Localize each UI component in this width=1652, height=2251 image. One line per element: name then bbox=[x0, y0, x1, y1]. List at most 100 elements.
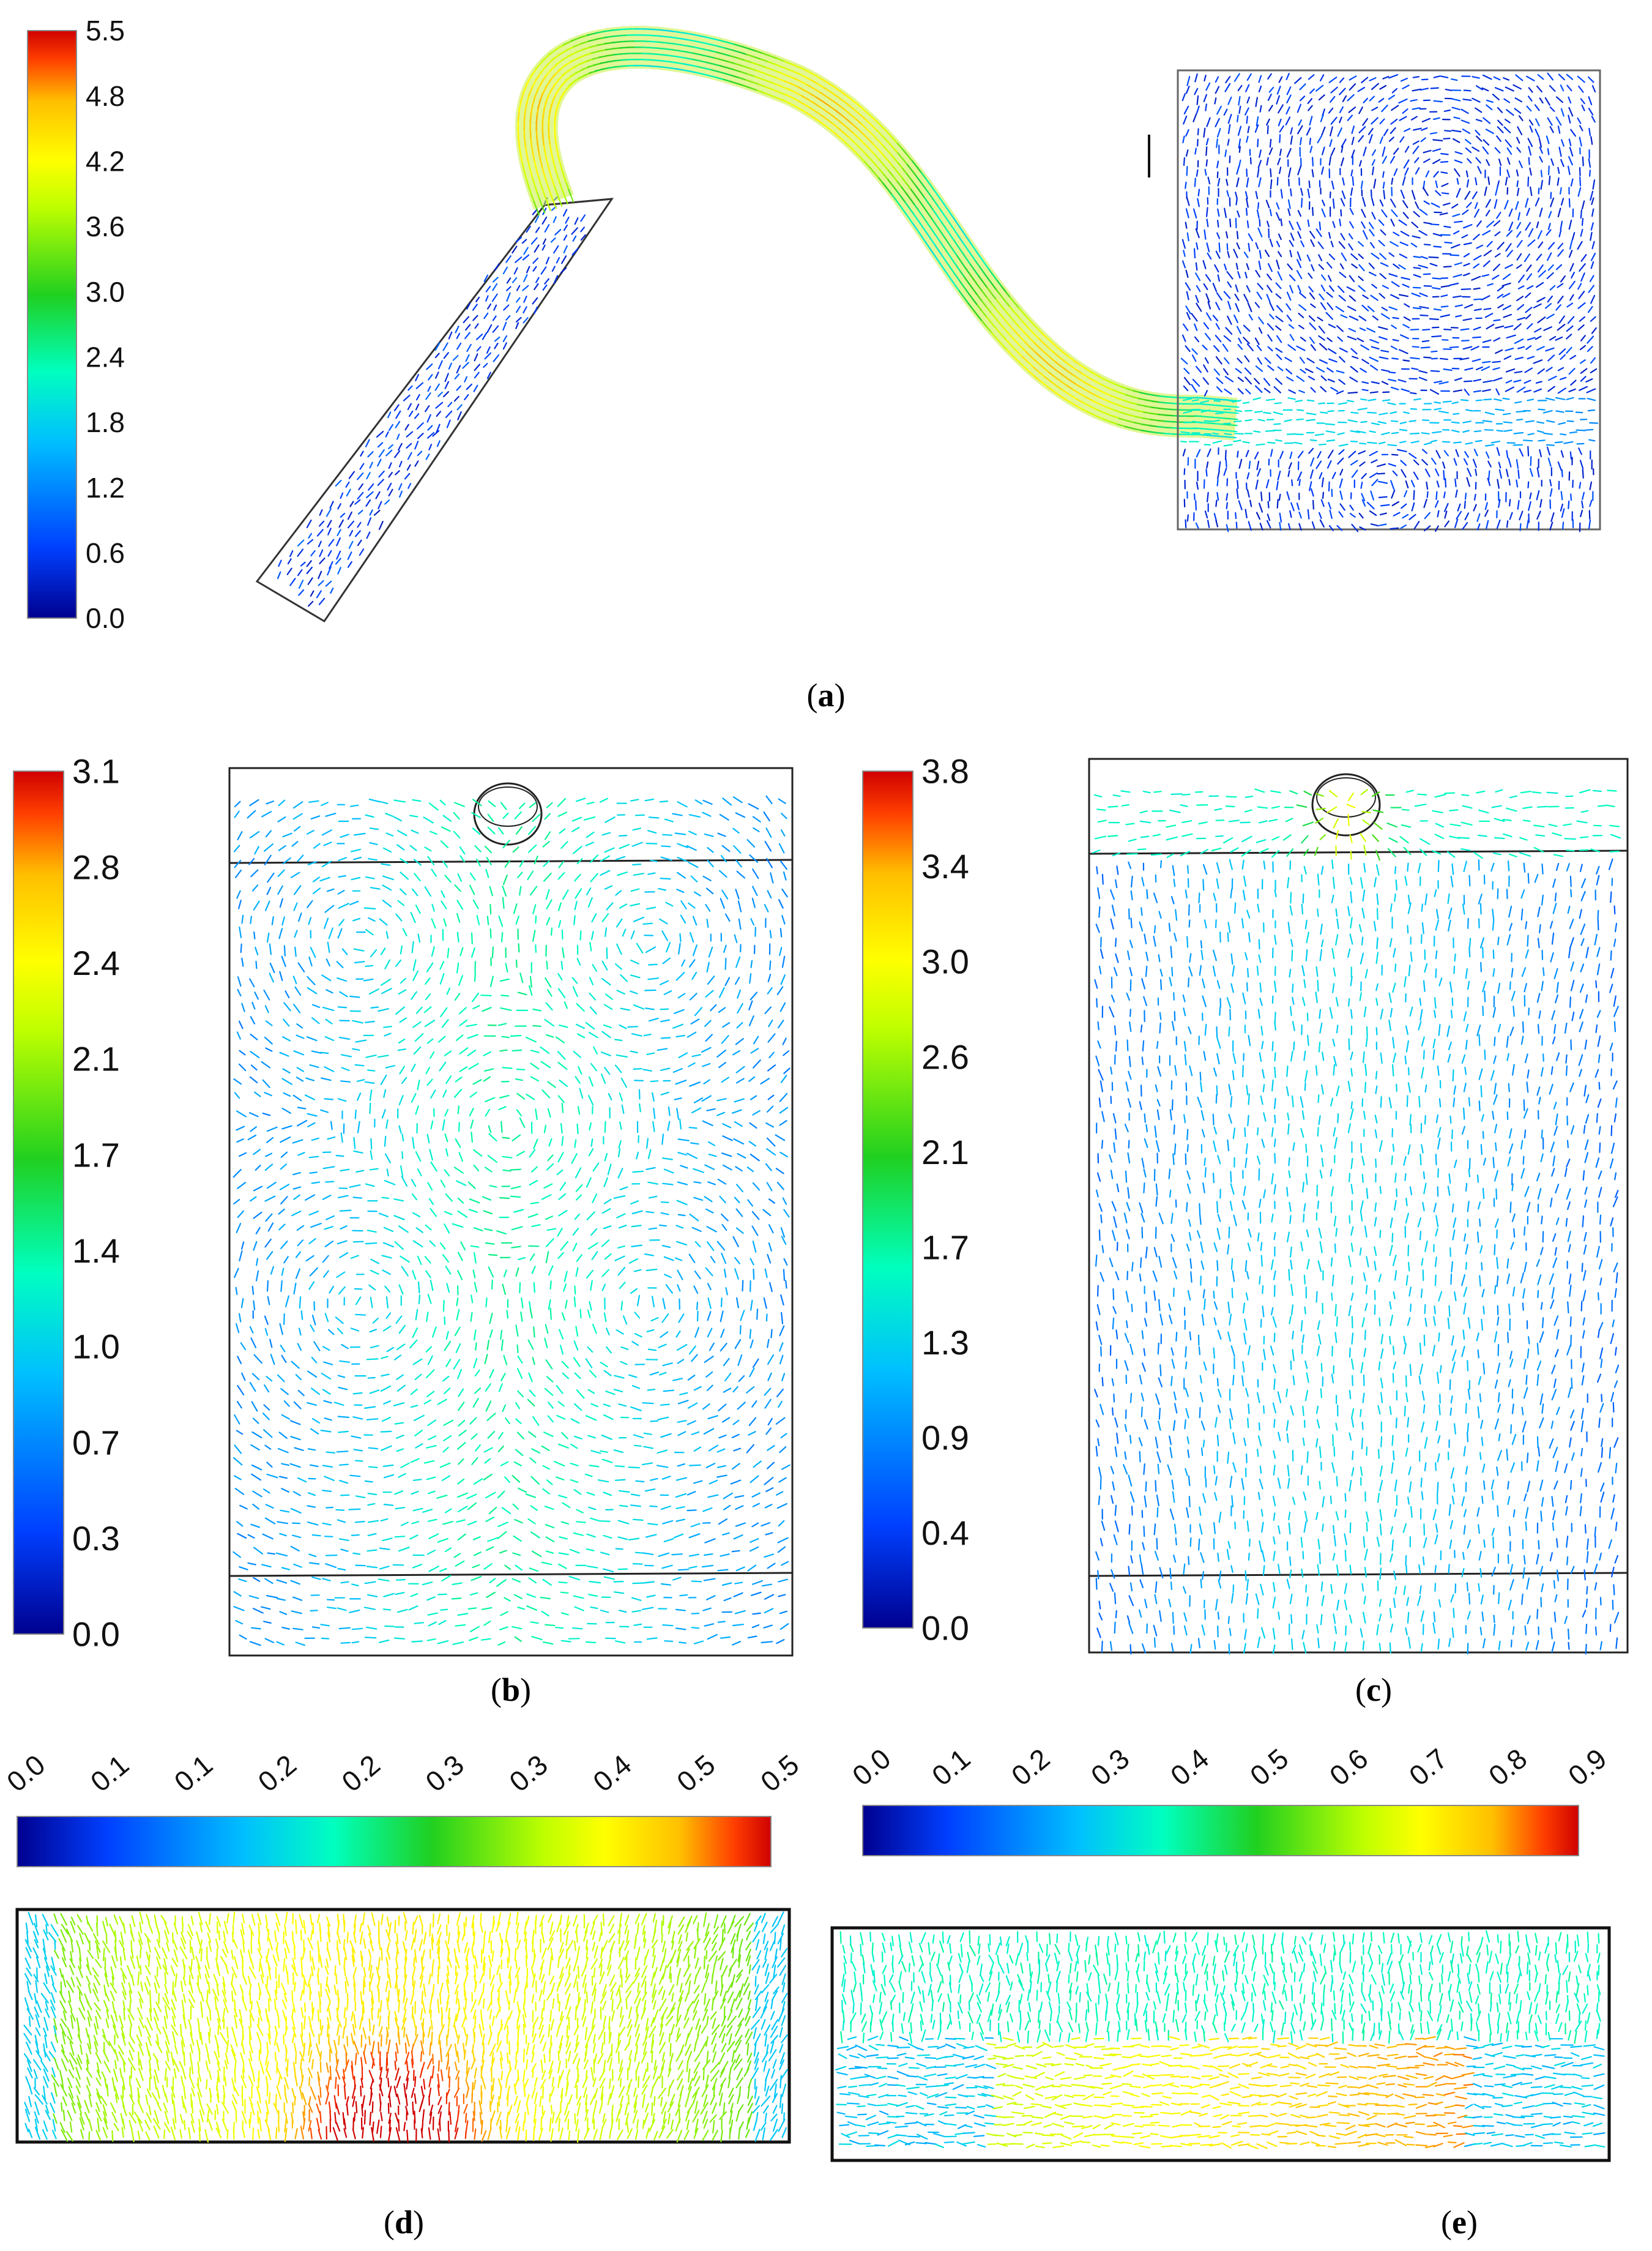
velocity-vector bbox=[551, 266, 556, 272]
velocity-vector bbox=[384, 1179, 396, 1185]
velocity-vector bbox=[678, 1313, 685, 1323]
velocity-vector bbox=[1434, 408, 1442, 411]
velocity-vector bbox=[1588, 96, 1593, 105]
velocity-vector bbox=[1398, 349, 1408, 354]
velocity-vector bbox=[644, 1253, 654, 1256]
velocity-vector bbox=[750, 1339, 754, 1349]
velocity-vector bbox=[693, 1196, 704, 1201]
velocity-vector bbox=[1431, 335, 1442, 338]
velocity-vector bbox=[239, 1504, 248, 1510]
velocity-vector bbox=[532, 1008, 541, 1012]
velocity-vector bbox=[1266, 294, 1271, 303]
velocity-vector bbox=[675, 1493, 687, 1498]
velocity-vector bbox=[322, 1007, 335, 1012]
velocity-vector bbox=[562, 209, 568, 217]
velocity-vector bbox=[574, 1139, 577, 1148]
velocity-vector bbox=[300, 561, 306, 567]
velocity-vector bbox=[646, 906, 657, 910]
velocity-vector bbox=[427, 386, 431, 392]
velocity-vector bbox=[1340, 157, 1344, 166]
velocity-vector bbox=[236, 1223, 242, 1233]
velocity-vector bbox=[1501, 282, 1511, 287]
velocity-vector bbox=[426, 1391, 435, 1398]
velocity-vector bbox=[1475, 366, 1483, 371]
velocity-vector bbox=[586, 801, 595, 805]
velocity-vector bbox=[499, 1550, 507, 1554]
velocity-vector bbox=[1237, 450, 1239, 458]
velocity-vector bbox=[307, 1402, 318, 1406]
velocity-vector bbox=[1557, 296, 1564, 304]
velocity-vector bbox=[393, 1198, 404, 1202]
velocity-vector bbox=[1430, 87, 1439, 89]
velocity-vector bbox=[1256, 443, 1265, 446]
velocity-vector bbox=[1245, 272, 1248, 278]
velocity-vector bbox=[353, 1150, 363, 1154]
velocity-vector bbox=[574, 1372, 581, 1379]
velocity-vector bbox=[641, 1462, 653, 1466]
velocity-vector bbox=[1196, 242, 1199, 250]
velocity-vector bbox=[1348, 106, 1356, 113]
velocity-vector bbox=[506, 286, 512, 291]
velocity-vector bbox=[571, 826, 580, 832]
velocity-vector bbox=[1430, 223, 1440, 226]
velocity-vector bbox=[1328, 232, 1331, 239]
velocity-vector bbox=[1525, 292, 1531, 299]
velocity-vector bbox=[1496, 447, 1500, 457]
velocity-vector bbox=[401, 1151, 404, 1160]
velocity-vector bbox=[1579, 386, 1588, 391]
velocity-vector bbox=[1475, 130, 1481, 136]
velocity-vector bbox=[1235, 284, 1239, 293]
velocity-vector bbox=[395, 1006, 405, 1015]
velocity-vector bbox=[1453, 220, 1463, 223]
velocity-vector bbox=[1248, 521, 1252, 531]
velocity-vector bbox=[1378, 98, 1385, 103]
velocity-vector bbox=[1216, 128, 1221, 138]
velocity-vector bbox=[1212, 283, 1218, 293]
velocity-vector bbox=[643, 1446, 654, 1449]
velocity-vector bbox=[485, 1517, 495, 1523]
velocity-vector bbox=[1287, 199, 1291, 209]
velocity-vector bbox=[1527, 356, 1535, 360]
velocity-vector bbox=[385, 1065, 395, 1069]
velocity-vector bbox=[735, 1066, 745, 1073]
velocity-vector bbox=[1369, 77, 1377, 81]
velocity-vector bbox=[325, 580, 332, 587]
velocity-vector bbox=[235, 869, 242, 878]
velocity-vector bbox=[1422, 187, 1429, 196]
velocity-vector bbox=[1409, 392, 1417, 395]
velocity-vector bbox=[675, 1477, 688, 1481]
velocity-vector bbox=[1300, 137, 1302, 146]
velocity-vector bbox=[1393, 147, 1399, 155]
velocity-vector bbox=[527, 844, 537, 853]
velocity-vector bbox=[1560, 84, 1565, 92]
velocity-vector bbox=[1559, 376, 1567, 381]
velocity-vector bbox=[517, 991, 527, 996]
velocity-vector bbox=[1328, 275, 1332, 282]
velocity-vector bbox=[458, 1388, 464, 1397]
velocity-vector bbox=[560, 960, 564, 970]
velocity-vector bbox=[1473, 255, 1482, 261]
velocity-vector bbox=[442, 1521, 453, 1525]
velocity-vector bbox=[349, 804, 359, 807]
velocity-vector bbox=[1382, 391, 1390, 394]
velocity-vector bbox=[1496, 430, 1503, 432]
velocity-vector bbox=[398, 989, 407, 995]
velocity-vector bbox=[1340, 314, 1348, 319]
velocity-vector bbox=[1196, 105, 1200, 114]
velocity-vector bbox=[336, 537, 341, 547]
velocity-vector bbox=[707, 1283, 712, 1291]
velocity-vector bbox=[1202, 259, 1207, 269]
velocity-vector bbox=[667, 1121, 671, 1132]
velocity-vector bbox=[1257, 316, 1264, 324]
velocity-vector bbox=[1484, 509, 1489, 517]
velocity-vector bbox=[1224, 405, 1240, 408]
velocity-vector bbox=[1421, 127, 1428, 131]
velocity-vector bbox=[411, 829, 419, 834]
velocity-vector bbox=[1341, 146, 1344, 153]
velocity-vector bbox=[1352, 356, 1359, 359]
velocity-vector bbox=[1570, 129, 1576, 137]
velocity-vector bbox=[589, 992, 597, 1001]
velocity-vector bbox=[573, 1532, 584, 1536]
velocity-vector bbox=[572, 986, 578, 998]
velocity-vector bbox=[616, 1054, 628, 1058]
